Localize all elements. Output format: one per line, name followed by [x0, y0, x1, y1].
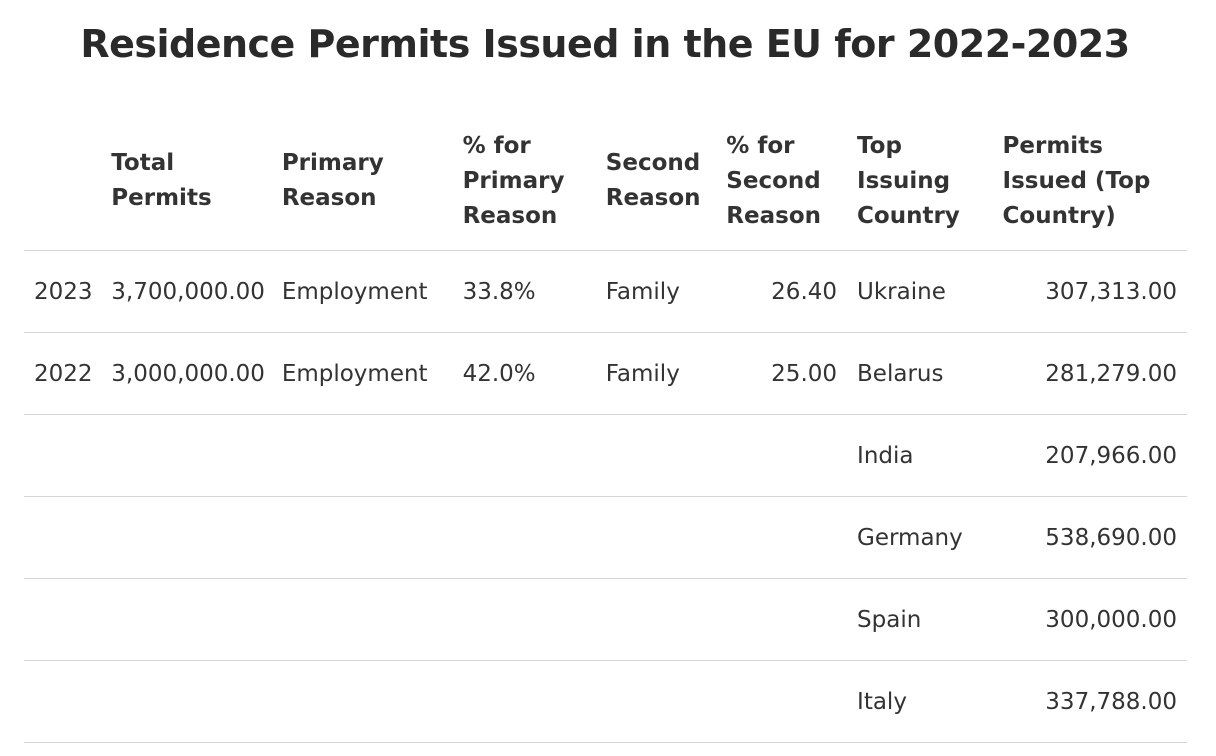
cell-pct-primary — [452, 578, 596, 661]
table-title: Residence Permits Issued in the EU for 2… — [80, 22, 1130, 66]
cell-primary-reason — [271, 414, 453, 497]
cell-top-country: Spain — [847, 578, 993, 661]
cell-year — [24, 660, 102, 743]
cell-pct-second: 26.40 — [716, 250, 848, 333]
cell-second-reason — [595, 578, 717, 661]
cell-year — [24, 496, 102, 579]
cell-pct-primary — [452, 660, 596, 743]
cell-pct-primary — [452, 414, 596, 497]
cell-second-reason — [595, 496, 717, 579]
cell-pct-primary: 33.8% — [452, 250, 596, 333]
cell-primary-reason — [271, 660, 453, 743]
column-header-pct-second: % for Second Reason — [716, 112, 848, 251]
cell-year — [24, 578, 102, 661]
cell-total-permits: 3,000,000.00 — [101, 332, 272, 415]
cell-pct-second — [716, 660, 848, 743]
cell-primary-reason: Employment — [271, 332, 453, 415]
column-header-second-reason: Second Reason — [595, 112, 717, 251]
cell-permits-top: 337,788.00 — [992, 660, 1187, 743]
cell-permits-top: 207,966.00 — [992, 414, 1187, 497]
table-row: Italy 337,788.00 — [24, 660, 1187, 743]
cell-top-country: Italy — [847, 660, 993, 743]
cell-primary-reason — [271, 496, 453, 579]
table-body: 2023 3,700,000.00 Employment 33.8% Family 26.… — [24, 250, 1187, 743]
cell-top-country: Belarus — [847, 332, 993, 415]
cell-permits-top: 307,313.00 — [992, 250, 1187, 333]
cell-top-country: Germany — [847, 496, 993, 579]
cell-primary-reason — [271, 578, 453, 661]
column-header-pct-primary: % for Primary Reason — [452, 112, 596, 251]
cell-year: 2023 — [24, 250, 102, 333]
cell-pct-second: 25.00 — [716, 332, 848, 415]
cell-permits-top: 538,690.00 — [992, 496, 1187, 579]
table-row: India 207,966.00 — [24, 414, 1187, 497]
column-header-top-country: Top Issuing Country — [847, 112, 993, 251]
cell-primary-reason: Employment — [271, 250, 453, 333]
cell-total-permits — [101, 414, 272, 497]
cell-pct-primary: 42.0% — [452, 332, 596, 415]
table-row: 2023 3,700,000.00 Employment 33.8% Family 26.… — [24, 250, 1187, 333]
column-header-primary-reason: Primary Reason — [271, 112, 453, 251]
cell-pct-second — [716, 414, 848, 497]
cell-pct-second — [716, 578, 848, 661]
cell-total-permits: 3,700,000.00 — [101, 250, 272, 333]
cell-total-permits — [101, 578, 272, 661]
cell-top-country: India — [847, 414, 993, 497]
cell-pct-second — [716, 496, 848, 579]
cell-year — [24, 414, 102, 497]
cell-second-reason — [595, 660, 717, 743]
table-row: Germany 538,690.00 — [24, 496, 1187, 579]
header-row: Total Permits Primary Reason % for Prima… — [24, 112, 1187, 251]
column-header-year — [24, 112, 102, 251]
table-row: Spain 300,000.00 — [24, 578, 1187, 661]
cell-year: 2022 — [24, 332, 102, 415]
cell-total-permits — [101, 496, 272, 579]
permits-table: Total Permits Primary Reason % for Prima… — [24, 112, 1187, 743]
cell-total-permits — [101, 660, 272, 743]
cell-second-reason: Family — [595, 250, 717, 333]
cell-pct-primary — [452, 496, 596, 579]
cell-top-country: Ukraine — [847, 250, 993, 333]
cell-permits-top: 281,279.00 — [992, 332, 1187, 415]
table-row: 2022 3,000,000.00 Employment 42.0% Family 25.… — [24, 332, 1187, 415]
cell-permits-top: 300,000.00 — [992, 578, 1187, 661]
column-header-permits-top: Permits Issued (Top Country) — [992, 112, 1187, 251]
cell-second-reason: Family — [595, 332, 717, 415]
column-header-total-permits: Total Permits — [101, 112, 272, 251]
cell-second-reason — [595, 414, 717, 497]
